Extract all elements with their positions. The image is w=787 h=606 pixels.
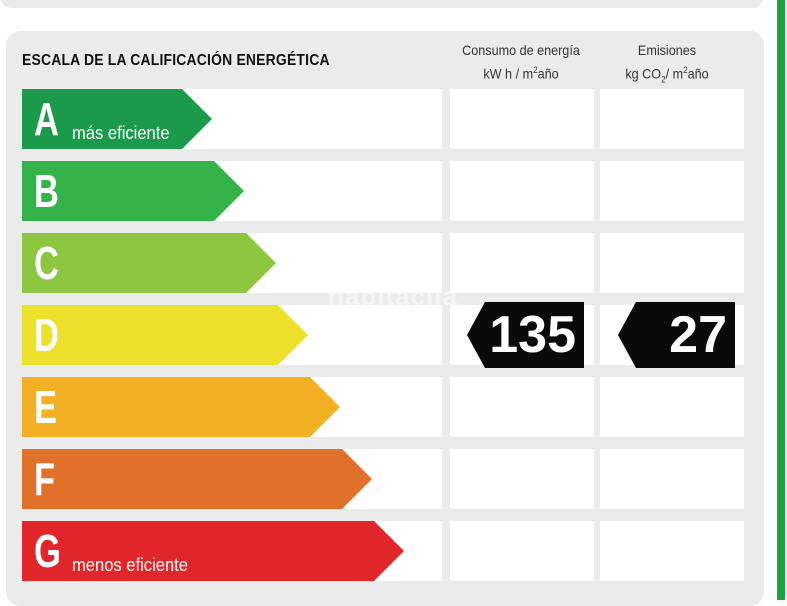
- rating-bar-c: C: [22, 233, 276, 293]
- consumption-cell-e: [450, 377, 594, 437]
- rating-bar-d: D: [22, 305, 308, 365]
- rating-arrow-shape: [22, 161, 244, 221]
- badge-shape: [467, 302, 584, 368]
- emissions-header: Emisiones kg CO2/ m2año: [604, 40, 730, 89]
- consumption-header: Consumo de energía kW h / m2año: [458, 40, 584, 84]
- rating-letter: A: [34, 93, 59, 145]
- rating-arrow-shape: [22, 89, 212, 149]
- rating-bar-f: F: [22, 449, 372, 509]
- emissions-cell-b: [600, 161, 744, 221]
- rating-letter: D: [34, 309, 59, 361]
- rating-caption: más eficiente: [72, 123, 170, 143]
- top-panel: [0, 0, 764, 8]
- emissions-rating-badge: 27: [618, 302, 735, 368]
- scale-title: ESCALA DE LA CALIFICACIÓN ENERGÉTICA: [22, 52, 330, 69]
- emissions-cell-a: [600, 89, 744, 149]
- consumption-header-label: Consumo de energía: [462, 42, 580, 58]
- emissions-cell-g: [600, 521, 744, 581]
- consumption-cell-a: [450, 89, 594, 149]
- consumption-unit: kW h / m2año: [483, 65, 559, 82]
- emissions-cell-e: [600, 377, 744, 437]
- right-accent-rule: [777, 0, 785, 600]
- rating-bar-e: E: [22, 377, 340, 437]
- rating-arrow-shape: [22, 377, 340, 437]
- rating-arrow-shape: [22, 233, 276, 293]
- watermark: habitaclia: [328, 281, 458, 311]
- emissions-cell-f: [600, 449, 744, 509]
- emissions-cell-c: [600, 233, 744, 293]
- consumption-cell-c: [450, 233, 594, 293]
- emissions-header-label: Emisiones: [637, 42, 697, 58]
- consumption-rating-badge: 135: [467, 302, 584, 368]
- emissions-unit: kg CO2/ m2año: [625, 65, 709, 85]
- rating-letter: B: [34, 165, 59, 217]
- consumption-rating-badge-value: 135: [489, 306, 576, 364]
- rating-letter: C: [34, 237, 59, 289]
- rating-letter: E: [34, 381, 58, 433]
- rating-arrow-shape: [22, 521, 404, 581]
- emissions-rating-badge-value: 27: [669, 306, 727, 364]
- consumption-cell-b: [450, 161, 594, 221]
- consumption-cell-f: [450, 449, 594, 509]
- rating-letter: G: [34, 525, 61, 577]
- consumption-cell-g: [450, 521, 594, 581]
- badge-shape: [618, 302, 735, 368]
- rating-arrow-shape: [22, 449, 372, 509]
- rating-caption: menos eficiente: [72, 555, 188, 575]
- rating-arrow-shape: [22, 305, 308, 365]
- rating-letter: F: [34, 453, 56, 505]
- rating-bar-b: B: [22, 161, 244, 221]
